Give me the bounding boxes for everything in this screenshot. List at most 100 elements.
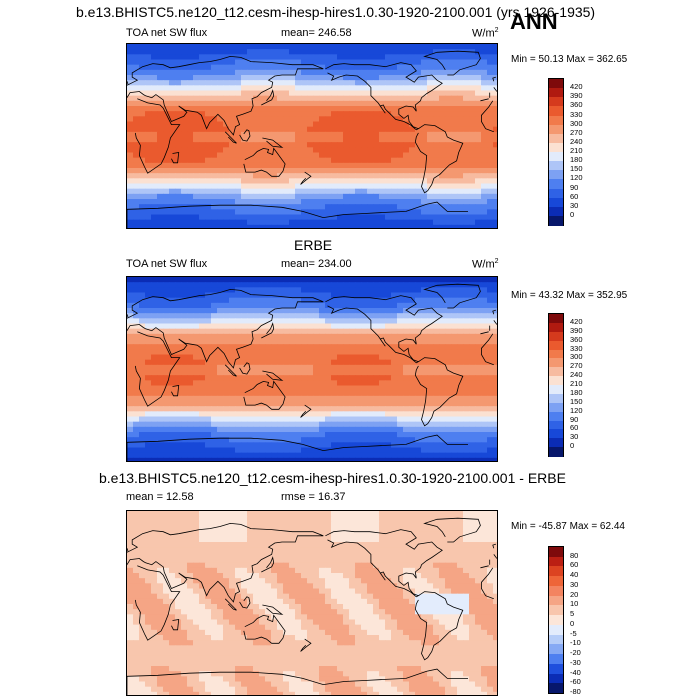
map-cell: [427, 147, 434, 154]
map-cell: [229, 302, 236, 309]
map-cell: [409, 411, 416, 418]
map-cell: [307, 157, 314, 164]
map-cell: [349, 395, 356, 402]
map-cell: [301, 426, 308, 433]
map-cell: [151, 188, 158, 195]
map-cell: [181, 521, 188, 528]
map-cell: [175, 100, 182, 107]
map-cell: [451, 328, 458, 335]
map-cell: [157, 85, 164, 92]
map-cell: [289, 90, 296, 97]
map-cell: [175, 452, 182, 459]
map-cell: [409, 142, 416, 148]
map-cell: [271, 137, 278, 143]
map-cell: [199, 157, 206, 164]
map-cell: [337, 80, 344, 86]
map-cell: [421, 111, 428, 117]
map-cell: [397, 370, 404, 376]
map-cell: [265, 188, 272, 195]
map-cell: [487, 401, 494, 407]
map-cell: [217, 385, 224, 392]
panel2-variable: TOA net SW flux: [126, 258, 208, 270]
map-cell: [271, 421, 278, 428]
map-cell: [181, 292, 188, 299]
map-cell: [403, 214, 410, 221]
map-cell: [163, 193, 170, 200]
map-cell: [421, 375, 428, 381]
map-cell: [343, 313, 350, 319]
map-cell: [421, 131, 428, 138]
map-cell: [193, 188, 200, 195]
map-cell: [379, 95, 386, 102]
map-cell: [229, 452, 236, 459]
map-cell: [223, 162, 230, 169]
map-cell: [343, 131, 350, 138]
map-cell: [175, 137, 182, 143]
coastline: [134, 331, 494, 407]
map-cell: [481, 426, 488, 433]
map-cell: [367, 339, 374, 345]
map-cell: [451, 292, 458, 299]
map-cell: [421, 178, 428, 185]
map-cell: [451, 282, 458, 288]
map-cell: [415, 121, 422, 128]
map-cell: [481, 349, 488, 356]
map-cell: [205, 516, 212, 522]
map-cell: [277, 421, 284, 428]
map-cell: [265, 421, 272, 428]
map-cell: [463, 95, 470, 102]
map-cell: [379, 214, 386, 221]
map-cell: [355, 54, 362, 61]
map-cell: [355, 100, 362, 107]
map-cell: [277, 344, 284, 350]
map-cell: [373, 437, 380, 443]
map-cell: [199, 457, 206, 461]
map-cell: [373, 323, 380, 330]
map-cell: [349, 375, 356, 381]
map-cell: [487, 173, 494, 179]
map-cell: [421, 126, 428, 133]
map-cell: [139, 511, 146, 517]
map-cell: [439, 521, 446, 528]
map-cell: [481, 173, 488, 179]
map-cell: [409, 516, 416, 522]
map-cell: [163, 536, 170, 543]
map-cell: [391, 157, 398, 164]
map-cell: [427, 302, 434, 309]
map-cell: [139, 302, 146, 309]
map-cell: [127, 100, 134, 107]
map-cell: [205, 75, 212, 81]
map-cell: [475, 131, 482, 138]
map-cell: [145, 411, 152, 418]
map-cell: [253, 80, 260, 86]
map-cell: [361, 297, 368, 304]
map-cell: [463, 395, 470, 402]
map-cell: [211, 359, 218, 366]
map-cell: [181, 406, 188, 412]
map-cell: [289, 359, 296, 366]
map-cell: [361, 85, 368, 92]
map-cell: [469, 437, 476, 443]
map-cell: [373, 282, 380, 288]
map-cell: [403, 318, 410, 325]
map-cell: [127, 219, 134, 226]
map-cell: [439, 188, 446, 195]
map-cell: [319, 333, 326, 340]
map-cell: [211, 100, 218, 107]
map-cell: [223, 152, 230, 159]
map-cell: [265, 339, 272, 345]
map-cell: [337, 432, 344, 438]
map-cell: [271, 536, 278, 543]
map-cell: [355, 526, 362, 533]
map-cell: [415, 277, 422, 283]
map-cell: [361, 511, 368, 517]
map-cell: [457, 536, 464, 543]
map-cell: [277, 313, 284, 319]
map-cell: [475, 126, 482, 133]
map-cell: [265, 121, 272, 128]
map-cell: [151, 457, 158, 461]
map-cell: [211, 401, 218, 407]
map-cell: [469, 183, 476, 190]
map-cell: [433, 126, 440, 133]
map-cell: [379, 328, 386, 335]
